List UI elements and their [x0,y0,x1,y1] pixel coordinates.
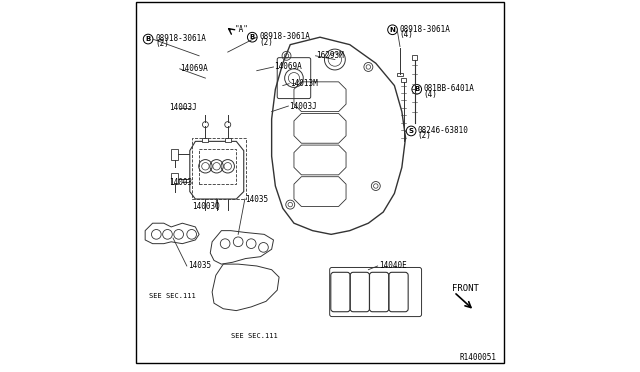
Text: B: B [145,36,151,42]
Text: 14013M: 14013M [291,79,318,88]
Text: 14035: 14035 [188,262,211,270]
Bar [412,55,417,60]
Bar [202,138,209,142]
Text: 14003J: 14003J [289,102,317,110]
Text: 14003: 14003 [170,178,193,187]
Text: (4): (4) [424,90,437,99]
Text: (2): (2) [418,131,432,140]
Text: B: B [250,34,255,40]
Text: 08918-3061A: 08918-3061A [156,34,207,43]
Text: N: N [390,27,396,33]
Text: SEE SEC.111: SEE SEC.111 [149,293,196,299]
Text: (2): (2) [156,39,170,48]
Text: 08246-63810: 08246-63810 [418,126,468,135]
Text: "A": "A" [234,25,248,34]
Text: 08918-3061A: 08918-3061A [259,32,310,41]
Text: 14040E: 14040E [379,262,406,270]
Text: 081BB-6401A: 081BB-6401A [424,84,474,93]
Bar [401,78,406,82]
Text: FRONT: FRONT [452,284,479,293]
Bar [172,149,178,160]
Bar [397,73,403,76]
Text: R1400051: R1400051 [460,353,497,362]
Bar [191,138,246,199]
Bar [199,149,236,184]
Text: (4): (4) [399,30,413,39]
Text: 14069A: 14069A [275,62,302,71]
Text: SEE SEC.111: SEE SEC.111 [231,333,278,339]
Text: 14069A: 14069A [180,64,208,73]
Text: (2): (2) [259,38,273,46]
Text: 16293M: 16293M [316,51,344,60]
Bar [225,138,231,142]
Text: 14003J: 14003J [170,103,197,112]
Text: B: B [414,86,419,92]
Bar [172,173,178,184]
Text: 14035: 14035 [246,195,269,203]
Text: S: S [409,128,413,134]
Text: 08918-3061A: 08918-3061A [399,25,450,33]
Text: 14003Q: 14003Q [191,202,220,211]
